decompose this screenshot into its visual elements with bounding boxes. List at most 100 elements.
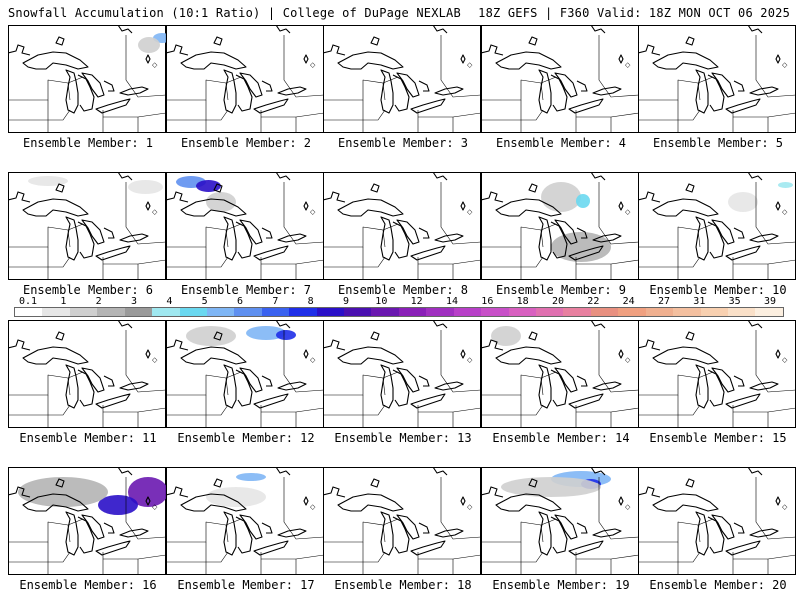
scale-tick-label: 18 (516, 296, 529, 307)
scale-tick-label: 5 (201, 296, 208, 307)
snowfall-map: ◇ (323, 467, 481, 575)
ensemble-member-label: Ensemble Member: 3 (337, 136, 469, 150)
svg-text:◇: ◇ (467, 503, 473, 511)
scale-swatch (124, 308, 153, 316)
ensemble-member-label: Ensemble Member: 18 (334, 578, 472, 592)
ensemble-member-label: Ensemble Member: 4 (495, 136, 627, 150)
scale-swatch (69, 308, 98, 316)
ensemble-member-label: Ensemble Member: 16 (19, 578, 157, 592)
ensemble-member-label: Ensemble Member: 14 (492, 431, 630, 445)
snowfall-map: ◇ (8, 467, 166, 575)
scale-swatch (289, 308, 317, 316)
snowfall-map: ◇ (323, 172, 481, 280)
scale-tick-label: 14 (445, 296, 459, 307)
svg-text:◇: ◇ (152, 208, 158, 216)
snowfall-map: ◇ (166, 25, 324, 133)
ensemble-member-label: Ensemble Member: 11 (19, 431, 157, 445)
svg-text:◇: ◇ (625, 503, 631, 511)
svg-text:◇: ◇ (782, 503, 788, 511)
svg-text:◇: ◇ (782, 356, 788, 364)
scale-swatch (481, 308, 509, 316)
svg-text:◇: ◇ (782, 61, 788, 69)
svg-text:◇: ◇ (625, 208, 631, 216)
svg-text:◇: ◇ (782, 208, 788, 216)
ensemble-panel-13: ◇ Ensemble Member: 13 (323, 320, 483, 466)
ensemble-panel-9: ◇ Ensemble Member: 9 (481, 172, 641, 318)
scale-tick-label: 9 (342, 296, 350, 307)
ensemble-member-label: Ensemble Member: 12 (177, 431, 315, 445)
scale-swatch (508, 308, 537, 316)
snowfall-map: ◇ (638, 467, 796, 575)
ensemble-panel-11: ◇ Ensemble Member: 11 (8, 320, 168, 466)
snowfall-map: ◇ (8, 172, 166, 280)
ensemble-member-label: Ensemble Member: 15 (649, 431, 787, 445)
scale-swatch (179, 308, 207, 316)
scale-swatch (152, 308, 180, 316)
svg-text:◇: ◇ (310, 208, 316, 216)
ensemble-panel-12: ◇ Ensemble Member: 12 (166, 320, 326, 466)
scale-swatch (371, 308, 399, 316)
scale-tick-label: 4 (166, 296, 173, 307)
color-scale-bar (14, 307, 784, 317)
scale-swatch (15, 308, 43, 316)
ensemble-panel-14: ◇ Ensemble Member: 14 (481, 320, 641, 466)
scale-tick-label: 7 (272, 296, 279, 307)
ensemble-panel-16: ◇ Ensemble Member: 16 (8, 467, 168, 613)
svg-text:◇: ◇ (310, 503, 316, 511)
scale-swatch (453, 308, 482, 316)
ensemble-panel-20: ◇ Ensemble Member: 20 (638, 467, 798, 613)
snowfall-map: ◇ (481, 172, 639, 280)
snowfall-map: ◇ (481, 25, 639, 133)
scale-swatch (42, 308, 70, 316)
scale-swatch (426, 308, 454, 316)
scale-swatch (261, 308, 290, 316)
scale-swatch (97, 308, 125, 316)
scale-swatch (344, 308, 372, 316)
ensemble-member-label: Ensemble Member: 7 (180, 283, 312, 297)
scale-swatch (755, 308, 783, 316)
scale-tick-label: 0.1 (18, 296, 38, 307)
ensemble-panel-4: ◇ Ensemble Member: 4 (481, 25, 641, 171)
scale-swatch (645, 308, 674, 316)
scale-tick-label: 24 (622, 296, 635, 307)
scale-swatch (206, 308, 235, 316)
snowfall-map: ◇ (323, 320, 481, 428)
scale-swatch (563, 308, 591, 316)
scale-tick-label: 1 (60, 296, 67, 307)
scale-swatch (673, 308, 701, 316)
map-title: Snowfall Accumulation (10:1 Ratio) | Col… (8, 6, 461, 20)
svg-text:◇: ◇ (152, 356, 158, 364)
scale-tick-label: 27 (657, 296, 671, 307)
svg-text:◇: ◇ (625, 61, 631, 69)
header: Snowfall Accumulation (10:1 Ratio) | Col… (0, 0, 800, 22)
scale-tick-label: 20 (551, 296, 565, 307)
svg-text:◇: ◇ (467, 356, 473, 364)
ensemble-member-label: Ensemble Member: 2 (180, 136, 312, 150)
svg-text:◇: ◇ (310, 356, 316, 364)
ensemble-member-label: Ensemble Member: 19 (492, 578, 630, 592)
scale-swatch (700, 308, 728, 316)
svg-text:◇: ◇ (152, 503, 158, 511)
svg-text:◇: ◇ (467, 208, 473, 216)
ensemble-member-label: Ensemble Member: 6 (22, 283, 154, 297)
scale-swatch (727, 308, 756, 316)
snowfall-map: ◇ (166, 320, 324, 428)
ensemble-member-label: Ensemble Member: 9 (495, 283, 627, 297)
svg-text:◇: ◇ (310, 61, 316, 69)
snowfall-map: ◇ (638, 320, 796, 428)
snowfall-map: ◇ (323, 25, 481, 133)
snowfall-map: ◇ (638, 25, 796, 133)
scale-swatch (398, 308, 427, 316)
scale-tick-label: 2 (95, 296, 102, 307)
snowfall-map: ◇ (166, 467, 324, 575)
snowfall-map: ◇ (8, 25, 166, 133)
scale-tick-label: 22 (587, 296, 600, 307)
ensemble-panel-8: ◇ Ensemble Member: 8 (323, 172, 483, 318)
svg-text:◇: ◇ (467, 61, 473, 69)
ensemble-panel-10: ◇ Ensemble Member: 10 (638, 172, 798, 318)
ensemble-panel-1: ◇ Ensemble Member: 1 (8, 25, 168, 171)
scale-tick-label: 6 (236, 296, 244, 307)
scale-swatch (590, 308, 619, 316)
ensemble-member-label: Ensemble Member: 13 (334, 431, 472, 445)
snowfall-map: ◇ (638, 172, 796, 280)
